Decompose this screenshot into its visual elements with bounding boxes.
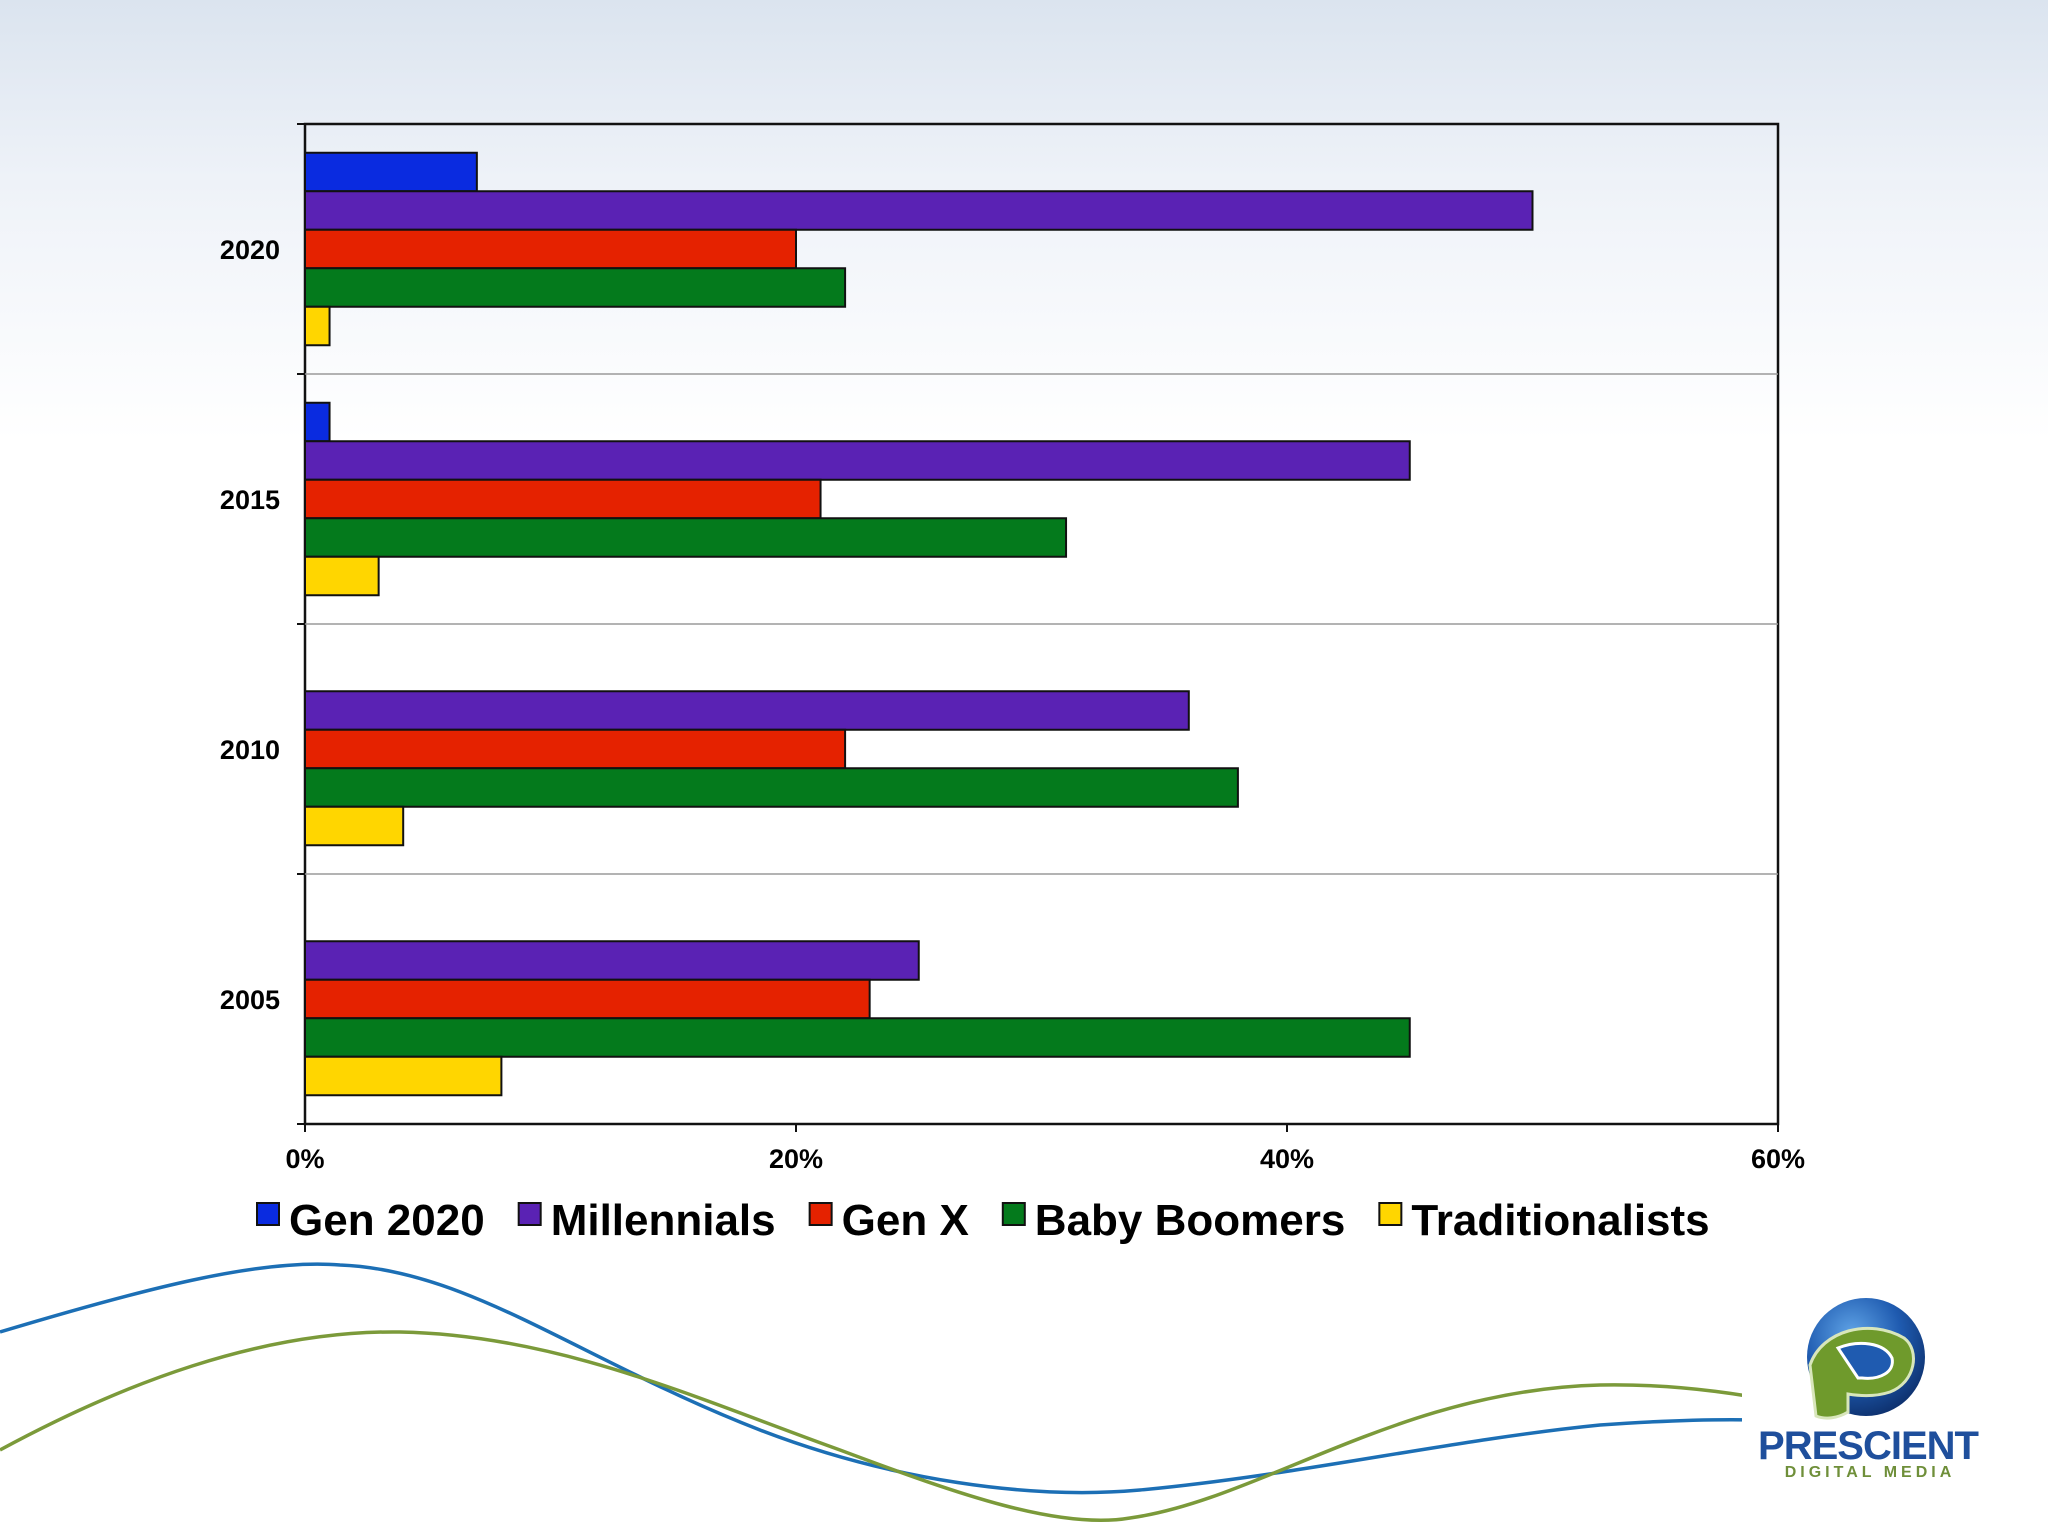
p-globe-icon: [1807, 1298, 1925, 1420]
category-label-2015: 2015: [220, 485, 280, 515]
category-separators: [297, 123, 1778, 1125]
x-tick-label: 0%: [285, 1144, 324, 1174]
legend-item-millennials: Millennials: [517, 1196, 776, 1245]
category-label-2005: 2005: [220, 985, 280, 1015]
legend-label: Baby Boomers: [1035, 1196, 1346, 1245]
category-label-2010: 2010: [220, 735, 280, 765]
bar-gen-2020-2015: [304, 401, 331, 443]
category-labels: 2020 2015 2010 2005: [220, 235, 280, 1015]
decorative-wave-blue: [0, 1262, 2048, 1532]
x-tick-label: 40%: [1260, 1144, 1314, 1174]
legend-item-traditionalists: Traditionalists: [1378, 1196, 1710, 1245]
bar-baby-boomers-2020: [304, 267, 847, 308]
bar-gen-x-2020: [304, 228, 797, 270]
bar-traditionalists-2010: [304, 805, 405, 847]
logo-subtitle: DIGITAL MEDIA: [1785, 1464, 1956, 1481]
legend: Gen 2020 Millennials Gen X Baby Boomers Trad…: [256, 1196, 1710, 1245]
legend-swatch: [1001, 1202, 1026, 1226]
category-label-2020: 2020: [220, 235, 280, 265]
prescient-logo: PRESCIENT DIGITAL MEDIA: [1742, 1290, 2048, 1536]
legend-swatch: [1378, 1202, 1403, 1226]
legend-item-baby-boomers: Baby Boomers: [1001, 1196, 1346, 1245]
bar-gen-2020-2020: [304, 151, 478, 193]
bars: [304, 151, 1534, 1097]
bar-gen-x-2015: [304, 478, 822, 520]
bar-millennials-2010: [304, 690, 1190, 731]
legend-item-gen-2020: Gen 2020: [256, 1196, 485, 1245]
legend-item-gen-x: Gen X: [808, 1196, 969, 1245]
decorative-wave-green: [0, 1330, 2048, 1523]
x-tick-label: 60%: [1751, 1144, 1805, 1174]
x-tick-label: 20%: [769, 1144, 823, 1174]
bar-millennials-2005: [304, 940, 920, 981]
bar-traditionalists-2020: [304, 305, 331, 347]
legend-swatch: [256, 1202, 280, 1226]
bar-traditionalists-2005: [304, 1055, 503, 1097]
bar-millennials-2015: [304, 440, 1411, 481]
bar-baby-boomers-2015: [304, 517, 1068, 558]
legend-label: Millennials: [551, 1196, 776, 1245]
legend-label: Gen X: [842, 1196, 969, 1245]
logo-name: PRESCIENT: [1758, 1424, 1978, 1468]
legend-label: Traditionalists: [1411, 1196, 1709, 1245]
legend-swatch: [808, 1202, 833, 1226]
bar-millennials-2020: [304, 190, 1534, 231]
legend-label: Gen 2020: [289, 1196, 485, 1245]
bar-baby-boomers-2010: [304, 767, 1239, 808]
bar-baby-boomers-2005: [304, 1017, 1411, 1058]
legend-swatch: [517, 1202, 542, 1226]
bar-gen-x-2010: [304, 728, 847, 770]
x-axis: 0% 20% 40% 60%: [285, 1124, 1805, 1174]
bar-gen-x-2005: [304, 978, 871, 1020]
bar-traditionalists-2015: [304, 555, 380, 597]
